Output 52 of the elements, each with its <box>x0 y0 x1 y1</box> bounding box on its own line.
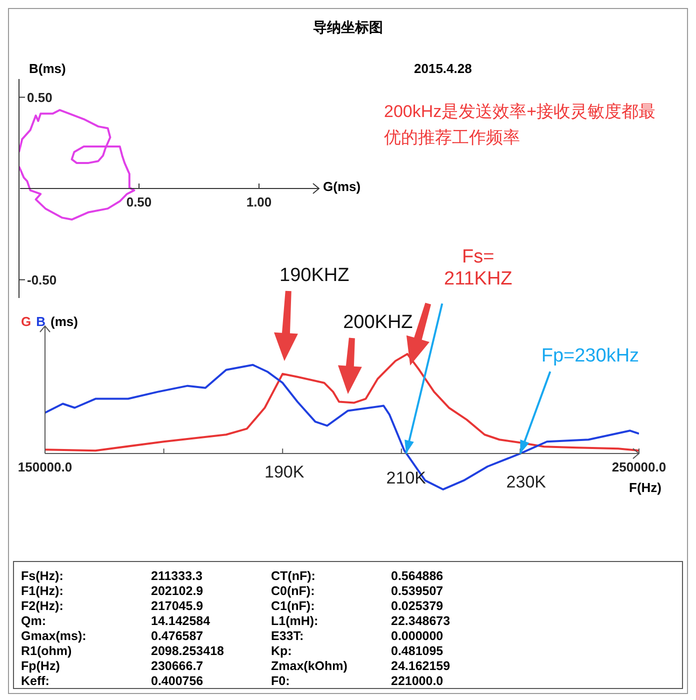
text: Gmax(ms): <box>21 629 88 644</box>
annotation: 230K <box>506 472 547 492</box>
text: 0.481095 <box>391 644 444 659</box>
text: 0.476587 <box>151 629 204 644</box>
text: 24.162159 <box>391 659 452 674</box>
text: 0.539507 <box>391 584 444 599</box>
y-axis-title: (ms) <box>50 314 78 329</box>
text: L1(mH): <box>271 614 320 629</box>
text: F2(Hz): <box>21 599 64 614</box>
text: 221000.0 <box>391 674 444 689</box>
text: 0.400756 <box>151 674 204 689</box>
x-tick-label: 150000.0 <box>18 460 72 475</box>
text: Keff: <box>21 674 50 689</box>
text: 2098.253418 <box>151 644 225 659</box>
x-axis-title: G(ms) <box>323 178 361 194</box>
annotation: 210K <box>386 468 427 488</box>
text: 22.348673 <box>391 614 452 629</box>
annotation: 190KHZ <box>280 265 350 286</box>
text: C0(nF): <box>271 584 316 599</box>
text: 0.025379 <box>391 599 444 614</box>
text: 217045.9 <box>151 599 204 614</box>
annotation: 190K <box>264 462 305 482</box>
text: F0: <box>271 674 291 689</box>
text: Zmax(kOhm) <box>271 659 348 674</box>
text: F1(Hz): <box>21 584 64 599</box>
text: 211333.3 <box>151 569 204 584</box>
text: Fp(Hz) <box>21 659 61 674</box>
text: Qm: <box>21 614 47 629</box>
y-tick-label: -0.50 <box>27 272 57 288</box>
text: 导纳坐标图 <box>312 19 384 37</box>
text: 230666.7 <box>151 659 204 674</box>
text: E33T: <box>271 629 305 644</box>
text: C1(nF): <box>271 599 316 614</box>
x-tick-label: 250000.0 <box>612 460 666 475</box>
y-axis-title: B(ms) <box>29 61 66 76</box>
text: 0.000000 <box>391 629 444 644</box>
text: 202102.9 <box>151 584 204 599</box>
annotation: Fp=230kHz <box>541 346 640 367</box>
text: 2015.4.28 <box>414 61 472 76</box>
text: R1(ohm) <box>21 644 73 659</box>
text: Fs(Hz): <box>21 569 64 584</box>
text: 14.142584 <box>151 614 212 629</box>
text: G <box>21 314 32 329</box>
text: 200kHz是发送效率+接收灵敏度都最优的推荐工作频率 <box>384 101 657 149</box>
x-axis-title: F(Hz) <box>629 480 662 495</box>
text: 0.564886 <box>391 569 444 584</box>
text: CT(nF): <box>271 569 316 584</box>
text: Kp: <box>271 644 293 659</box>
text: 200KHZ <box>343 312 414 333</box>
x-tick-label: 1.00 <box>246 194 272 210</box>
text: B <box>36 314 46 329</box>
annotation: Fs= 211KHZ <box>444 246 513 290</box>
